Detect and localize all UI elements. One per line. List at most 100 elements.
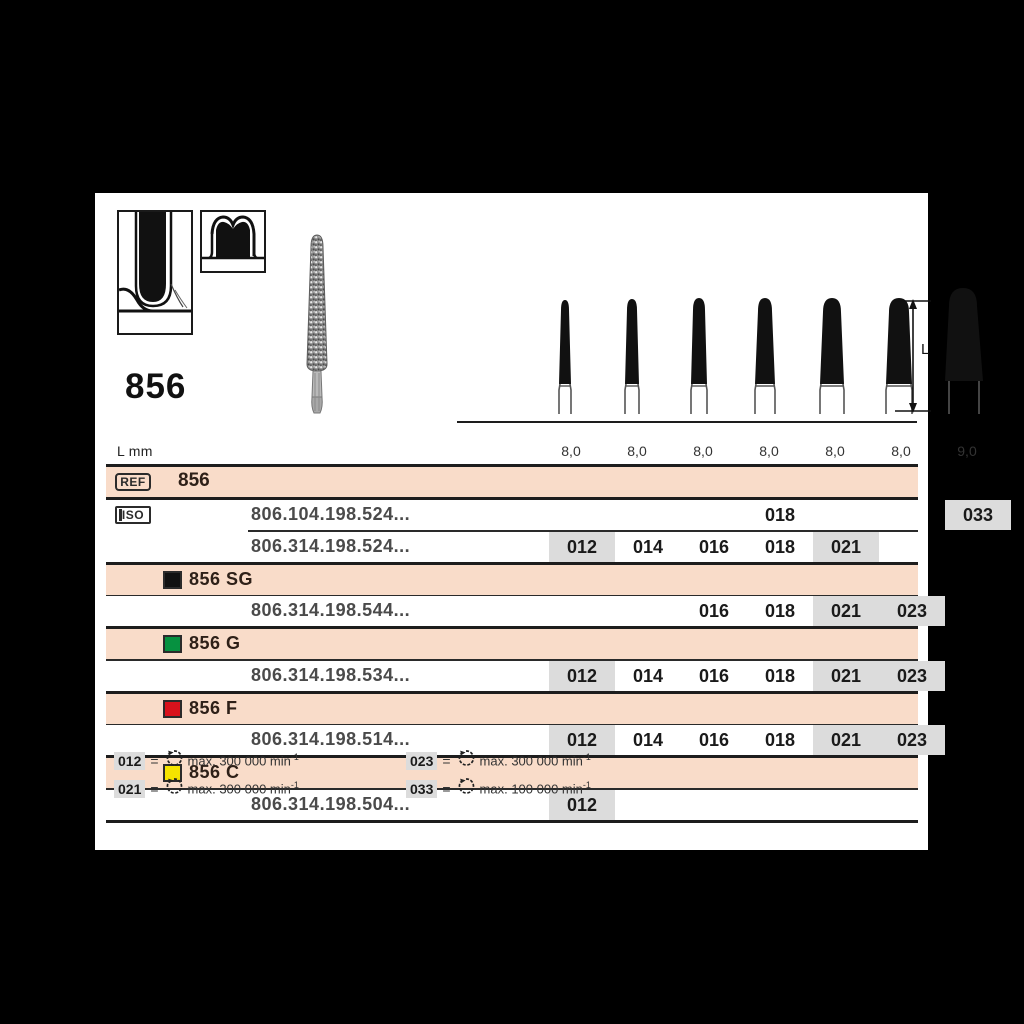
divider <box>106 755 918 758</box>
clinical-illustration-longitudinal <box>117 210 193 335</box>
grit-color-swatch-f <box>163 699 182 718</box>
iso-size-cell: 021 <box>813 531 879 562</box>
iso-size-cell: 014 <box>632 536 664 557</box>
table-row-ref: REF 856 <box>106 467 918 497</box>
main-bur-illustration <box>290 221 350 421</box>
iso-value-cells: 012 <box>106 789 918 820</box>
length-value: 8,0 <box>561 443 581 459</box>
table-header-row: L mm 8,0 8,0 8,0 8,0 8,0 8,0 9,0 <box>95 438 977 464</box>
iso-size-cell: 018 <box>764 536 796 557</box>
table-row-grade-g: 856 G <box>106 629 918 659</box>
divider <box>106 464 918 467</box>
bur-silhouette-021 <box>812 296 852 416</box>
divider <box>106 561 918 565</box>
iso-size-cell: 023 <box>879 725 945 755</box>
divider <box>106 497 918 500</box>
speed-legend: 012 = max. 300 000 min-1 023 = max. 300 000 m… <box>106 748 918 808</box>
empty-cell <box>549 596 615 626</box>
divider <box>106 659 918 661</box>
table-row-iso-314-514: 806.314.198.514... 012 014 016 018 021 023 <box>106 725 945 755</box>
legend-speed-text: max. 300 000 min-1 <box>187 780 299 797</box>
rotation-arrow-icon <box>456 776 476 801</box>
clinical-illustration-cross-section <box>200 210 266 273</box>
empty-cell <box>615 596 681 626</box>
length-value: 9,0 <box>957 443 977 459</box>
empty-cell <box>945 661 1011 691</box>
legend-speed-text: max. 300 000 min-1 <box>187 752 299 769</box>
bur-silhouette-016 <box>682 296 716 416</box>
rotation-arrow-icon <box>456 748 476 773</box>
bur-baseline <box>457 421 917 423</box>
iso-size-cell: 012 <box>549 725 615 755</box>
length-dimension-label: L <box>921 341 930 358</box>
iso-size-cell: 033 <box>945 500 1011 530</box>
length-unit-label: L mm <box>117 443 153 459</box>
rotation-arrow-icon <box>164 776 184 801</box>
iso-size-cell: 016 <box>698 536 730 557</box>
bur-silhouette-018 <box>747 296 783 416</box>
divider <box>106 690 918 694</box>
legend-code-badge: 023 <box>406 751 438 770</box>
legend-equals: = <box>150 780 159 797</box>
ref-value: 856 <box>178 470 210 491</box>
catalog-page: 856 <box>95 193 1011 850</box>
empty-cell <box>813 500 879 530</box>
iso-size-cell: 018 <box>764 730 796 750</box>
grit-color-swatch-sg <box>163 570 182 589</box>
length-dimension-arrow <box>895 293 941 423</box>
iso-value-cells: 012 014 016 018 021 <box>106 531 918 562</box>
page-title: 856 <box>125 367 187 406</box>
iso-symbol-icon: ISO <box>115 506 151 524</box>
iso-size-cell: 018 <box>764 601 796 621</box>
table-row-iso-314-504: 806.314.198.504... 012 <box>106 789 918 820</box>
table-row-grade-sg: 856 SG <box>106 564 918 595</box>
iso-size-cell: 016 <box>698 665 730 686</box>
bur-silhouette-033 <box>941 286 993 416</box>
iso-size-cell: 021 <box>813 596 879 626</box>
divider <box>106 788 918 790</box>
empty-cell <box>879 532 945 562</box>
iso-size-cell: 012 <box>549 789 615 820</box>
table-row-grade-f: 856 F <box>106 693 918 724</box>
iso-size-cell: 016 <box>698 601 730 621</box>
table-row-grade-c: 856 C <box>106 758 918 788</box>
iso-size-cell: 021 <box>813 725 879 755</box>
divider <box>106 626 918 629</box>
iso-value-cells: 018 033 <box>106 500 1011 530</box>
iso-size-cell: 023 <box>879 596 945 626</box>
legend-item: 021 = max. 300 000 min-1 <box>114 776 299 800</box>
empty-cell <box>681 500 747 530</box>
legend-code-badge: 021 <box>114 779 146 798</box>
iso-code: 806.314.198.534... <box>251 664 411 685</box>
legend-item: 033 = max. 100 000 min-1 <box>406 776 591 800</box>
legend-speed-text: max. 300 000 min-1 <box>479 752 591 769</box>
legend-code-badge: 012 <box>114 751 146 770</box>
iso-code: 806.314.198.524... <box>251 535 411 556</box>
iso-value-cells: 016 018 021 023 <box>106 596 945 626</box>
iso-size-cell: 012 <box>549 660 615 691</box>
divider <box>106 594 918 596</box>
legend-equals: = <box>442 780 451 797</box>
table-row-iso-314-544: 806.314.198.544... 016 018 021 023 <box>106 596 945 626</box>
legend-item: 012 = max. 300 000 min-1 <box>114 748 299 772</box>
empty-cell <box>549 500 615 530</box>
length-value: 8,0 <box>627 443 647 459</box>
empty-cell <box>879 500 945 530</box>
iso-size-cell: 012 <box>549 531 615 562</box>
specification-table: L mm 8,0 8,0 8,0 8,0 8,0 8,0 9,0 REF 856 ISO 8… <box>95 438 1011 823</box>
divider <box>106 819 918 823</box>
empty-cell <box>945 532 1011 562</box>
iso-size-cell: 018 <box>764 665 796 686</box>
bur-silhouette-012 <box>550 296 580 416</box>
iso-code: 806.314.198.514... <box>251 729 411 749</box>
iso-code: 806.314.198.544... <box>251 600 411 620</box>
illustration-area: 856 <box>95 193 983 438</box>
table-row-iso-314-524: 806.314.198.524... 012 014 016 018 021 <box>106 531 918 562</box>
grade-label-g: 856 G <box>189 633 241 653</box>
iso-value-cells: 012 014 016 018 021 023 <box>106 725 945 755</box>
iso-size-cell: 014 <box>632 730 664 750</box>
iso-value-cells: 012 014 016 018 021 023 <box>106 660 945 691</box>
divider <box>106 723 918 725</box>
empty-cell <box>945 596 1011 626</box>
length-value: 8,0 <box>891 443 911 459</box>
